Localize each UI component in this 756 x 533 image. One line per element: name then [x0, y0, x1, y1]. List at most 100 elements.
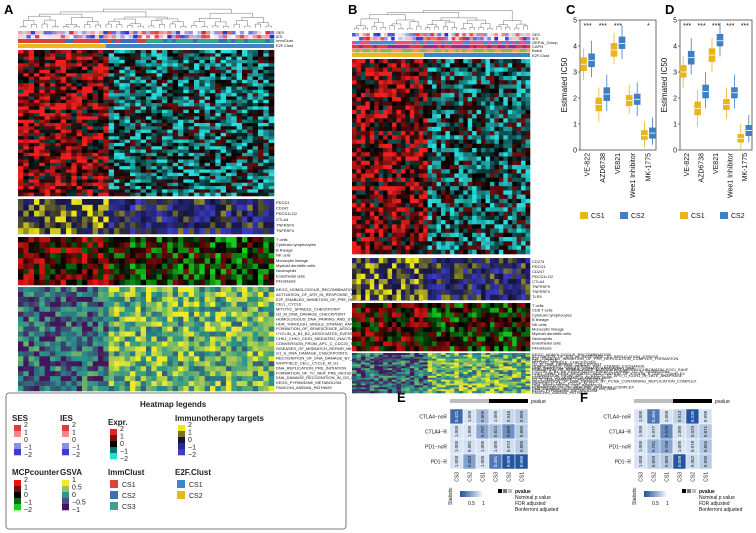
panel-a-main-cell [252, 73, 259, 77]
panel-b-main-cell [387, 59, 393, 64]
panel-a-main-cell [167, 66, 173, 71]
panel-a-main-cell [178, 86, 184, 91]
panel-a-main-cell [236, 142, 243, 147]
panel-a-imm-cell [220, 199, 227, 206]
panel-a-gsva-cell [34, 331, 40, 337]
panel-a-main-cell [18, 169, 24, 174]
panel-b-main-cell [516, 59, 522, 64]
panel-a-gsva-cell [146, 351, 152, 357]
panel-a-main-cell [188, 119, 195, 124]
panel-a-main-cell [199, 113, 205, 117]
panel-a-mcp-cell [44, 269, 51, 275]
panel-a-mcp-cell [18, 274, 24, 280]
panel-a-mcp-cell [18, 237, 24, 243]
gepia-track-cell [473, 41, 477, 45]
panel-a-gsva-cell [66, 296, 72, 303]
panel-a-gsva-cell [114, 376, 120, 382]
panel-a-main-cell [50, 132, 56, 137]
panel-a-main-cell [71, 66, 77, 71]
ses-track-cell [90, 31, 96, 35]
panel-a-gsva-cell [66, 366, 72, 372]
panel-a-main-cell [258, 149, 264, 154]
panel-a-mcp-cell [215, 242, 221, 248]
panel-b-main-cell [352, 84, 357, 89]
panel-a-gsva-cell [188, 381, 195, 387]
panel-a-main-cell [34, 66, 40, 71]
panel-a-gsva-cell [114, 331, 120, 337]
panel-b-main-cell [374, 84, 379, 89]
panel-a-gsva-cell [140, 287, 147, 293]
panel-a-gsva-cell [23, 331, 29, 337]
panel-a-main-cell [242, 93, 248, 97]
panel-a-main-cell [242, 139, 248, 144]
panel-a-main-cell [50, 99, 56, 104]
immclust-track-cell [222, 39, 228, 43]
panel-a-mcp-cell [220, 237, 227, 243]
panel-a-mcp-cell [55, 258, 61, 264]
panel-b-dendrogram-branch [423, 10, 513, 21]
panel-b-main-cell [383, 109, 388, 115]
panel-a-main-cell [167, 149, 173, 154]
panel-a-gsva-cell [44, 306, 51, 313]
panel-a-gsva-cell [204, 371, 211, 377]
panel-a-imm-cell [34, 204, 40, 211]
panel-a-imm-cell [18, 199, 24, 206]
panel-a-main-cell [156, 83, 163, 87]
panel-a-main-cell [188, 116, 195, 120]
capn-track-cell [526, 45, 531, 49]
panel-a-main-cell [268, 86, 275, 91]
panel-a-main-cell [114, 162, 120, 167]
panel-a-mcp-cell [226, 258, 232, 264]
immclust-track-cell [73, 39, 79, 43]
panel-a-gsva-cell [103, 346, 109, 352]
panel-a-gsva-cell [130, 291, 136, 298]
panel-a-main-cell [194, 149, 200, 154]
panel-a-main-cell [103, 182, 109, 187]
panel-a-main-cell [44, 169, 51, 174]
panel-a-main-cell [87, 189, 93, 193]
panel-a-main-cell [50, 142, 56, 147]
ies-track-cell [451, 37, 456, 41]
panel-a-main-cell [167, 139, 173, 144]
panel-b-main-cell [472, 67, 477, 73]
panel-a-mcp-cell [178, 258, 184, 264]
panel-a-main-cell [124, 192, 131, 197]
panel-a-imm-cell [71, 222, 77, 229]
panel-a-mcp-cell-label: NK cells [276, 253, 291, 258]
panel-a-main-cell [252, 152, 259, 157]
gepia-track-cell [408, 41, 413, 45]
panel-a-imm-cell [82, 222, 88, 229]
panel-a-main-cell [114, 73, 120, 77]
panel-a-gsva-cell [151, 331, 157, 337]
panel-b-main-cell [467, 114, 473, 119]
panel-a-main-cell [204, 93, 211, 97]
panel-a-main-cell [178, 106, 184, 111]
panel-a-gsva-cell [92, 356, 99, 362]
panel-b-main-cell [423, 88, 428, 94]
panel-b-main-cell [392, 67, 397, 73]
panel-a-mcp-cell-label: Neutrophils [276, 268, 296, 273]
panel-a-gsva-cell [34, 376, 40, 382]
panel-a-gsva-cell [39, 376, 45, 382]
panel-a-mcp-cell [162, 258, 168, 264]
panel-a-imm-cell [76, 216, 83, 223]
panel-a-mcp-cell [55, 247, 61, 254]
panel-b-main-cell [374, 114, 379, 119]
panel-a-gsva-cell [242, 291, 248, 298]
panel-a-mcp-cell [140, 263, 147, 270]
panel-a-gsva-cell [236, 326, 243, 332]
panel-a-mcp-cell [135, 253, 141, 259]
panel-a-main-cell [215, 66, 221, 71]
panel-a-main-cell [258, 59, 264, 64]
panel-a-gsva-cell [252, 316, 259, 322]
panel-a-main-cell [60, 132, 67, 137]
panel-a-gsva-cell [263, 341, 269, 347]
panel-a-gsva-cell [220, 386, 227, 392]
panel-b-main-cell [481, 84, 486, 89]
panel-a-mcp-cell [71, 242, 77, 248]
panel-a-main-cell [188, 166, 195, 170]
gepia-track-cell [391, 41, 396, 45]
panel-b-main-cell [521, 105, 526, 111]
panel-a-gsva-cell [124, 381, 131, 387]
panel-a-main-cell [178, 116, 184, 120]
